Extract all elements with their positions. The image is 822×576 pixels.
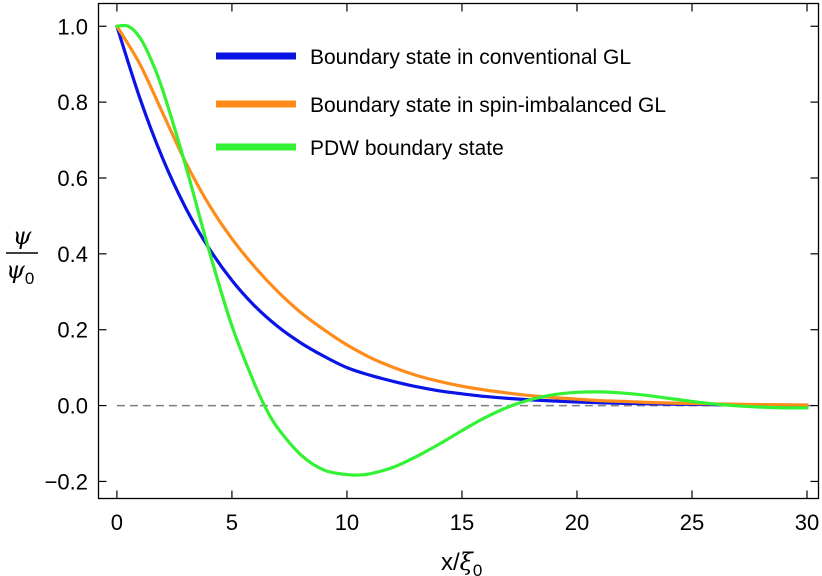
- x-tick-label: 15: [450, 510, 474, 535]
- x-axis-label-var: ξ: [460, 548, 475, 576]
- legend-label: Boundary state in conventional GL: [310, 46, 631, 69]
- x-tick-label: 30: [795, 510, 819, 535]
- series-line-conventional-gl: [115, 24, 809, 407]
- y-axis-label-numerator: ψ: [13, 222, 33, 250]
- x-tick-label: 25: [680, 510, 704, 535]
- x-tick-label: 20: [565, 510, 589, 535]
- y-axis-label-denominator-sub: 0: [25, 269, 34, 288]
- y-axis-label: ψ ψ0: [6, 222, 38, 288]
- x-axis-label-base: x/: [441, 549, 460, 576]
- y-axis-label-denominator: ψ: [6, 256, 26, 284]
- tick-layer: 0 5 10 15 20 25 30 1.0 0.8 0.6 0.4 0.2 0.0 −0.2: [45, 3, 819, 535]
- legend-label: PDW boundary state: [310, 137, 504, 160]
- series-layer: [115, 23, 809, 477]
- plot-frame: [97, 2, 820, 500]
- svg-text:ψ0: ψ0: [6, 256, 34, 288]
- svg-text:x/ξ0: x/ξ0: [441, 548, 482, 576]
- x-tick-label: 10: [335, 510, 359, 535]
- legend: Boundary state in conventional GL Boundar…: [216, 46, 666, 160]
- x-axis-label: x/ξ0: [441, 548, 482, 576]
- y-tick-label: 1.0: [57, 14, 88, 39]
- y-tick-label: −0.2: [45, 469, 88, 494]
- series-line-spin-imbalanced-gl: [115, 24, 809, 407]
- x-tick-label: 5: [226, 510, 238, 535]
- y-tick-label: 0.8: [57, 90, 88, 115]
- x-tick-label: 0: [111, 510, 123, 535]
- y-tick-label: 0.4: [57, 242, 88, 267]
- legend-label: Boundary state in spin-imbalanced GL: [310, 94, 666, 117]
- series-line-pdw: [115, 23, 809, 477]
- y-tick-label: 0.0: [57, 394, 88, 419]
- y-tick-label: 0.6: [57, 166, 88, 191]
- y-tick-label: 0.2: [57, 318, 88, 343]
- x-axis-label-sub: 0: [473, 561, 482, 576]
